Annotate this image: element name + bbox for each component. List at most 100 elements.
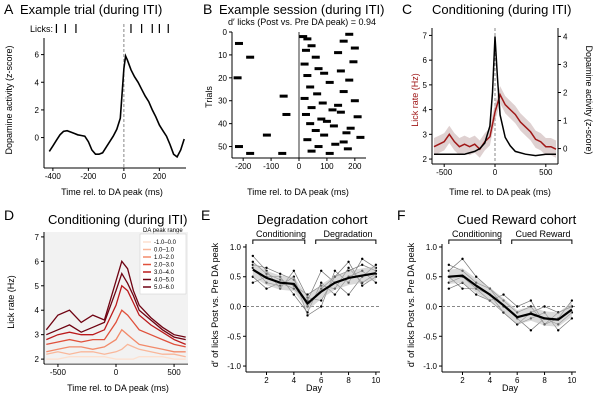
phase-label-degradation-e: Degradation: [323, 229, 372, 239]
panel-letter-a: A: [4, 1, 14, 17]
lick-tick: [318, 101, 327, 105]
lick-rate-ci-c: [434, 86, 556, 158]
xlabel-a: Time rel. to DA peak (ms): [61, 187, 163, 197]
lick-tick: [342, 131, 351, 135]
x-tick-label-d: -500: [50, 368, 67, 377]
y-tick-label-b: 10: [218, 51, 227, 60]
lick-tick: [336, 110, 345, 114]
x-tick-label-d: 0: [114, 368, 119, 377]
phase-bracket-f: [448, 239, 502, 244]
lick-tick: [334, 103, 343, 107]
y-tick-label-c: 5: [423, 81, 428, 90]
y-tick-label-d: 4: [35, 306, 40, 315]
x-tick-label-a: 200: [153, 172, 167, 181]
panel-title-b: Example session (during ITI): [219, 2, 384, 17]
y-tick-label-b: 30: [218, 97, 227, 106]
da-range-line-6: [45, 259, 186, 338]
y-tick-label-d: 7: [35, 233, 40, 242]
individual-point-e: [278, 272, 282, 275]
xlabel-d: Time rel. to DA peak (ms): [67, 383, 169, 393]
lick-tick: [317, 117, 326, 121]
individual-point-f: [570, 317, 574, 320]
individual-point-e: [251, 281, 255, 284]
x-tick-label-c: 500: [539, 168, 553, 177]
da-range-line-0: [46, 356, 186, 360]
y-tick-label-d: 6: [35, 257, 40, 266]
x-tick-label-e: 2: [264, 376, 269, 385]
phase-label-conditioning-f: Conditioning: [452, 229, 502, 239]
mean-line-f: [448, 274, 573, 321]
individual-point-e: [251, 254, 255, 258]
lick-tick: [299, 35, 308, 39]
panel-letter-f: F: [397, 207, 406, 223]
y-tick-label-right-c: 1: [563, 117, 568, 126]
x-tick-label-f: 2: [460, 376, 465, 385]
individual-point-e: [361, 284, 364, 287]
ylabel-a: Dopamine activity (z-score): [4, 45, 14, 154]
lick-tick: [350, 46, 359, 50]
lick-tick: [314, 67, 323, 71]
lick-tick: [300, 62, 309, 66]
y-tick-label-b: 0: [223, 28, 228, 37]
lick-tick: [307, 44, 316, 48]
individual-point-f: [529, 329, 533, 332]
individual-point-f: [474, 293, 478, 296]
lick-tick: [334, 51, 343, 55]
individual-point-f: [502, 293, 505, 296]
y-tick-label-b: 50: [218, 143, 227, 152]
individual-point-e: [333, 293, 337, 296]
y-tick-label-c: 6: [423, 56, 428, 65]
y-tick-label-d: 5: [35, 282, 40, 291]
lick-tick: [320, 133, 329, 137]
individual-point-f: [474, 275, 478, 278]
lick-tick: [301, 48, 310, 52]
x-tick-label-a: -400: [45, 172, 62, 181]
lick-tick: [282, 112, 291, 116]
lick-tick: [303, 37, 312, 41]
lick-tick: [329, 124, 338, 128]
x-tick-label-f: 6: [515, 376, 520, 385]
individual-point-e: [320, 299, 323, 302]
ylabel-e: d′ of licks Post vs. Pre DA peak: [210, 242, 220, 367]
individual-point-f: [529, 299, 533, 302]
da-range-line-1: [46, 343, 186, 358]
x-tick-label-e: 4: [292, 376, 297, 385]
individual-point-e: [361, 263, 364, 267]
y-tick-label-f: 0.5: [426, 273, 438, 282]
y-tick-label-f: 1.0: [426, 243, 438, 252]
y-tick-label-b: 20: [218, 74, 227, 83]
lick-tick: [306, 122, 315, 126]
individual-point-f: [543, 305, 546, 308]
legend-entry-d: 3.0–4.0: [154, 270, 175, 276]
da-range-line-2: [46, 328, 186, 353]
lick-tick: [303, 74, 312, 78]
individual-point-e: [347, 260, 350, 264]
legend-entry-d: 1.0–2.0: [154, 255, 175, 261]
lick-tick: [328, 108, 337, 112]
y-tick-label-c: 7: [423, 31, 428, 40]
lick-tick: [246, 55, 255, 59]
y-tick-label-e: 1.0: [230, 243, 242, 252]
lick-tick: [246, 151, 255, 155]
xlabel-c: Time rel. to DA peak (ms): [449, 187, 551, 197]
lick-tick: [314, 145, 323, 149]
lick-tick: [320, 71, 329, 75]
individual-point-e: [374, 281, 378, 284]
individual-point-e: [265, 266, 268, 270]
legend-entry-d: 5.0–6.0: [154, 285, 175, 291]
individual-point-f: [447, 287, 451, 290]
individual-point-e: [265, 287, 268, 290]
x-tick-label-f: 10: [567, 376, 576, 385]
individual-point-e: [292, 269, 296, 272]
lick-tick: [311, 55, 320, 59]
lick-tick: [339, 90, 348, 94]
xlabel-e: Day: [306, 383, 323, 393]
legend-entry-d: -1.0–0.0: [154, 240, 177, 246]
panel-title-c: Conditioning (during ITI): [432, 2, 571, 17]
y-tick-label-d: 2: [35, 355, 40, 364]
y-tick-label-f: -1.0: [423, 362, 437, 371]
ylabel-b: Trials: [204, 86, 214, 108]
panel-letter-b: B: [203, 1, 212, 17]
